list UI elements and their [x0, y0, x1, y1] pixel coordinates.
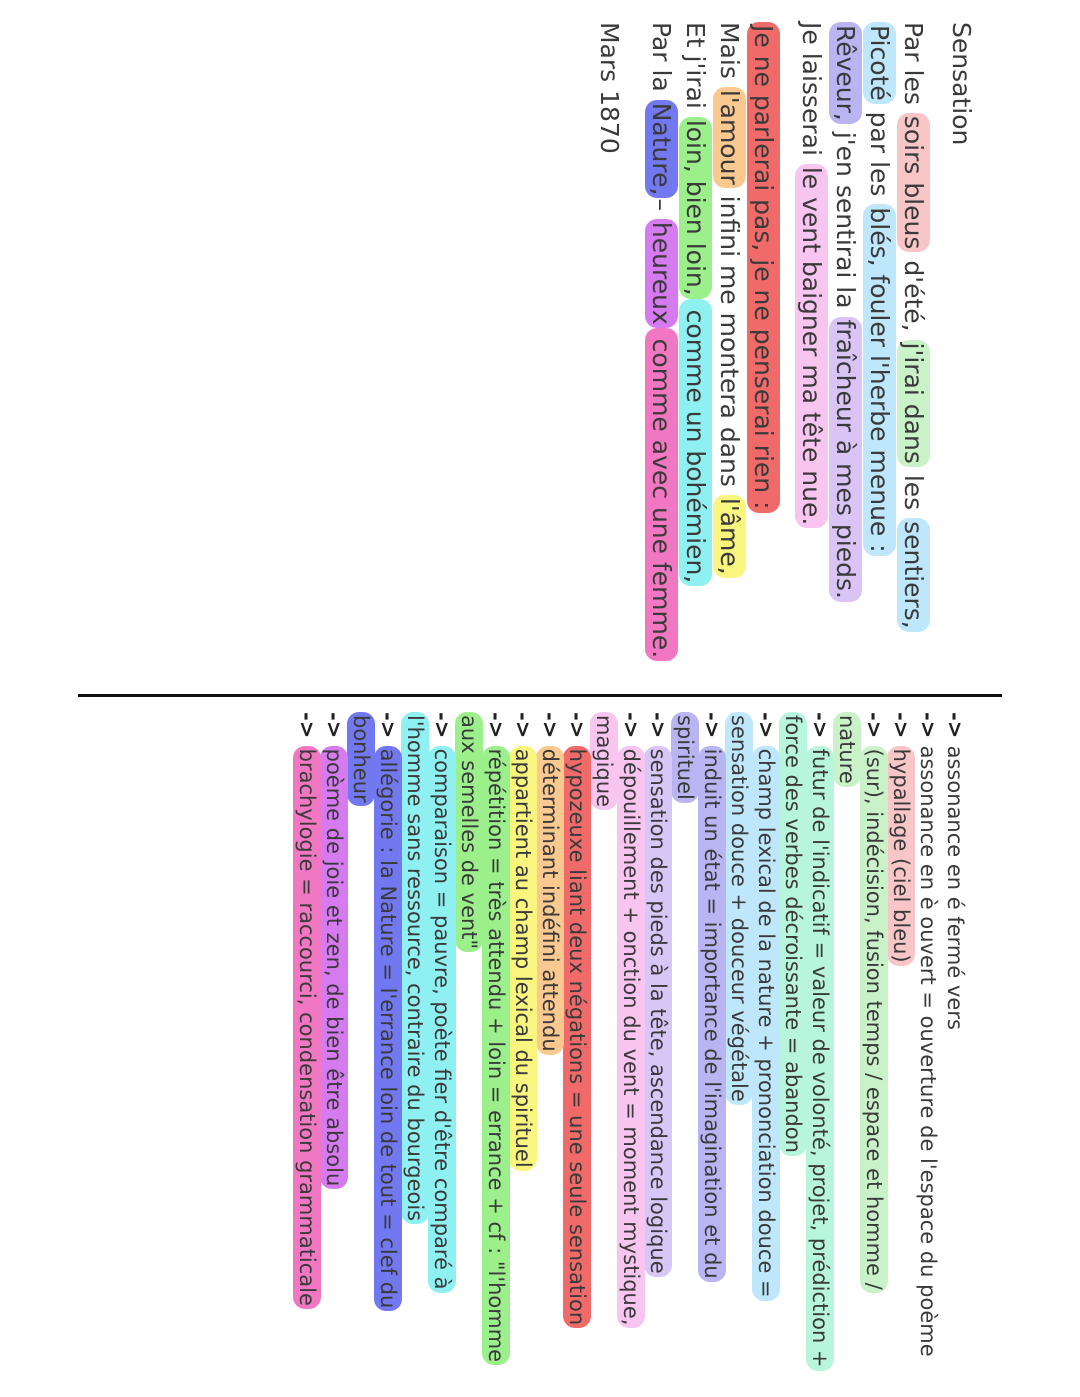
- annotation-line: -> appartient au champ lexical du spirit…: [509, 712, 537, 1371]
- stanza-1: Par les soirs bleus d'été, j'irai dans l…: [794, 22, 930, 661]
- arrow-icon: ->: [943, 712, 967, 746]
- annotation-line: -> répétition = très attendu + loin = er…: [482, 712, 510, 1371]
- annotation-text: brachylogie = raccourci, condensation gr…: [293, 745, 321, 1309]
- annotation-text: induit un état = importance de l'imagina…: [698, 745, 726, 1282]
- annotation-text: l'homme sans ressource, contraire du bou…: [401, 712, 429, 1225]
- arrow-icon: ->: [511, 712, 535, 746]
- poem-column: Sensation Par les soirs bleus d'été, j'i…: [592, 22, 978, 662]
- annotation-item: -> (sur), indécision, fusion temps / esp…: [833, 712, 888, 1371]
- annotation-line: magique: [590, 712, 618, 1371]
- arrow-icon: ->: [322, 712, 346, 746]
- annotation-text: allégorie : la Nature = l'errance loin d…: [374, 745, 402, 1312]
- annotation-item: -> allégorie : la Nature = l'errance loi…: [347, 712, 402, 1371]
- annotation-line: -> brachylogie = raccourci, condensation…: [293, 712, 321, 1371]
- arrow-icon: ->: [808, 712, 832, 746]
- annotation-text: appartient au champ lexical du spirituel: [509, 745, 537, 1171]
- annotation-text: magique: [590, 712, 618, 811]
- annotation-line: -> poème de joie et zen, de bien être ab…: [320, 712, 348, 1371]
- annotation-text: bonheur: [347, 712, 375, 806]
- annotation-text: assonance en é fermé vers: [943, 745, 967, 1030]
- annotation-line: -> allégorie : la Nature = l'errance loi…: [374, 712, 402, 1371]
- annotation-line: -> sensation des pieds à la tête, ascend…: [644, 712, 672, 1371]
- annotation-line: -> hypallage (ciel bleu): [887, 712, 915, 1371]
- annotation-line: -> champ lexical de la nature + prononci…: [752, 712, 780, 1371]
- annotation-text: assonance en è ouvert = ouverture de l'e…: [916, 745, 940, 1357]
- annotation-item: -> champ lexical de la nature + prononci…: [725, 712, 780, 1371]
- arrow-icon: ->: [889, 712, 913, 746]
- annotation-item: -> déterminant indéfini attendu: [536, 712, 564, 1371]
- annotation-text: comparaison = pauvre, poète fier d'être …: [428, 745, 456, 1293]
- annotation-line: force des verbes décroissante = abandon: [779, 712, 807, 1371]
- verse-6: Mais l'amour infini me montera dans l'âm…: [712, 22, 746, 661]
- annotation-line: -> induit un état = importance de l'imag…: [698, 712, 726, 1371]
- annotation-line: -> futur de l'indicatif = valeur de volo…: [806, 712, 834, 1371]
- annotation-item: -> comparaison = pauvre, poète fier d'êt…: [401, 712, 456, 1371]
- annotation-item: -> répétition = très attendu + loin = er…: [455, 712, 510, 1371]
- annotation-item: -> induit un état = importance de l'imag…: [671, 712, 726, 1371]
- stanza-2: Je ne parlerai pas, je ne penserai rien …: [644, 22, 780, 662]
- annotation-item: -> hypozeuxe liant deux négations = une …: [563, 712, 591, 1371]
- verse-5: Je ne parlerai pas, je ne penserai rien …: [746, 22, 780, 661]
- annotation-text: hypozeuxe liant deux négations = une seu…: [563, 745, 591, 1329]
- verse-4: Je laisserai le vent baigner ma tête nue…: [794, 22, 828, 661]
- annotation-text: force des verbes décroissante = abandon: [779, 712, 807, 1156]
- annotation-text: futur de l'indicatif = valeur de volonté…: [806, 745, 834, 1371]
- arrow-icon: ->: [538, 712, 562, 746]
- annotation-text: déterminant indéfini attendu: [536, 745, 564, 1055]
- annotation-text: aux semelles de vent": [455, 712, 483, 953]
- annotation-line: aux semelles de vent": [455, 712, 483, 1371]
- poem-title: Sensation: [947, 22, 976, 146]
- annotation-text: répétition = très attendu + loin = erran…: [482, 745, 510, 1366]
- annotation-text: sensation douce + douceur végétale: [725, 712, 753, 1105]
- section-divider: [78, 694, 1002, 697]
- annotation-item: -> brachylogie = raccourci, condensation…: [293, 712, 321, 1371]
- annotation-item: -> poème de joie et zen, de bien être ab…: [320, 712, 348, 1371]
- annotation-text: nature: [833, 712, 861, 787]
- arrow-icon: ->: [619, 712, 643, 746]
- verse-1: Par les soirs bleus d'été, j'irai dans l…: [896, 22, 930, 661]
- annotation-text: champ lexical de la nature + prononciati…: [752, 745, 780, 1301]
- verse-7: Et j'irai loin, bien loin, comme un bohé…: [678, 22, 712, 661]
- verse-2: Picoté par les blés, fouler l'herbe menu…: [862, 22, 896, 661]
- annotation-line: -> déterminant indéfini attendu: [536, 712, 564, 1371]
- annotation-line: -> assonance en é fermé vers: [941, 712, 968, 1371]
- annotation-line: sensation douce + douceur végétale: [725, 712, 753, 1371]
- annotation-item: -> assonance en é fermé vers: [941, 712, 968, 1371]
- arrow-icon: ->: [862, 712, 886, 746]
- annotation-item: -> hypallage (ciel bleu): [887, 712, 915, 1371]
- arrow-icon: ->: [754, 712, 778, 746]
- annotation-text: poème de joie et zen, de bien être absol…: [320, 745, 348, 1190]
- annotation-line: bonheur: [347, 712, 375, 1371]
- poem-date: Mars 1870: [595, 22, 624, 154]
- annotation-line: -> (sur), indécision, fusion temps / esp…: [860, 712, 888, 1371]
- annotations-column: -> assonance en é fermé vers -> assonance…: [293, 712, 968, 1371]
- verse-3: Rêveur, j'en sentirai la fraîcheur à mes…: [828, 22, 862, 661]
- arrow-icon: ->: [484, 712, 508, 746]
- annotation-line: -> comparaison = pauvre, poète fier d'êt…: [428, 712, 456, 1371]
- annotation-line: spirituel: [671, 712, 699, 1371]
- annotation-item: -> appartient au champ lexical du spirit…: [509, 712, 537, 1371]
- annotation-item: -> assonance en è ouvert = ouverture de …: [914, 712, 941, 1371]
- annotation-text: sensation des pieds à la tête, ascendanc…: [644, 745, 672, 1277]
- annotation-text: hypallage (ciel bleu): [887, 745, 915, 966]
- annotation-line: -> hypozeuxe liant deux négations = une …: [563, 712, 591, 1371]
- arrow-icon: ->: [376, 712, 400, 746]
- annotation-text: spirituel: [671, 712, 699, 803]
- annotation-line: nature: [833, 712, 861, 1371]
- arrow-icon: ->: [916, 712, 940, 746]
- annotation-item: -> futur de l'indicatif = valeur de volo…: [779, 712, 834, 1371]
- arrow-icon: ->: [646, 712, 670, 746]
- annotation-line: l'homme sans ressource, contraire du bou…: [401, 712, 429, 1371]
- arrow-icon: ->: [565, 712, 589, 746]
- arrow-icon: ->: [430, 712, 454, 746]
- annotation-line: -> assonance en è ouvert = ouverture de …: [914, 712, 941, 1371]
- annotation-item: -> sensation des pieds à la tête, ascend…: [644, 712, 672, 1371]
- annotation-text: (sur), indécision, fusion temps / espace…: [860, 745, 888, 1293]
- annotation-item: -> dépouillement + onction du vent = mom…: [590, 712, 645, 1371]
- annotation-line: -> dépouillement + onction du vent = mom…: [617, 712, 645, 1371]
- arrow-icon: ->: [700, 712, 724, 746]
- arrow-icon: ->: [295, 712, 319, 746]
- verse-8: Par la Nature,– heureux comme avec une f…: [644, 22, 678, 662]
- annotation-text: dépouillement + onction du vent = moment…: [617, 745, 645, 1329]
